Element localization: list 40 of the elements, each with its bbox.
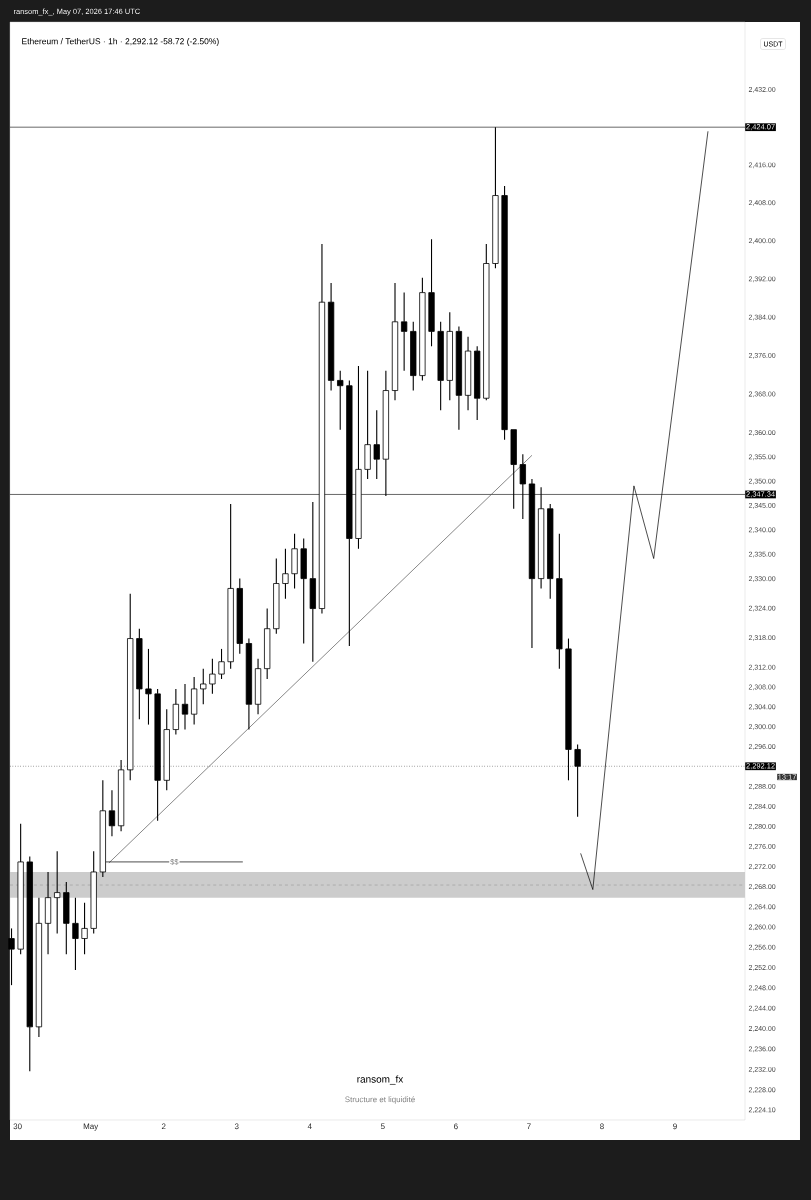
candlestick	[464, 336, 472, 411]
candlestick	[63, 881, 70, 955]
candlestick	[117, 759, 125, 832]
candlestick	[273, 557, 280, 635]
candlestick	[163, 708, 170, 791]
candlestick	[428, 238, 435, 347]
candlestick	[364, 370, 371, 480]
candlestick	[446, 311, 453, 401]
candlestick	[218, 648, 225, 680]
candlestick	[136, 628, 143, 720]
candlestick	[309, 501, 316, 663]
candlestick	[556, 533, 563, 670]
candlestick	[54, 850, 61, 935]
candlestick	[145, 648, 152, 726]
candlestick	[245, 638, 253, 731]
candlestick	[172, 688, 180, 736]
candlestick	[8, 927, 15, 986]
candlestick	[72, 897, 79, 971]
candlestick	[501, 185, 508, 441]
candlestick	[254, 658, 262, 715]
candlestick	[35, 897, 43, 1038]
candlestick	[574, 743, 581, 818]
candlestick	[44, 871, 52, 955]
candlestick	[154, 688, 161, 822]
candlestick	[327, 282, 335, 392]
candlestick	[373, 409, 380, 480]
candlestick	[190, 676, 198, 726]
text: Ethereum / TetherUS · 1h · 2,292.12 -58.72 (-2.50%)	[22, 38, 219, 46]
candlestick	[108, 789, 116, 837]
candlestick	[455, 326, 463, 431]
candlestick	[181, 683, 189, 731]
candlestick	[400, 292, 408, 372]
candlestick	[391, 282, 399, 401]
candlestick	[300, 537, 307, 645]
candlestick	[264, 608, 271, 680]
candlestick	[474, 345, 481, 421]
candlestick	[483, 243, 490, 401]
annotation: ransom_fx	[357, 1075, 404, 1085]
candlestick	[26, 855, 33, 1072]
candlestick	[547, 503, 554, 600]
